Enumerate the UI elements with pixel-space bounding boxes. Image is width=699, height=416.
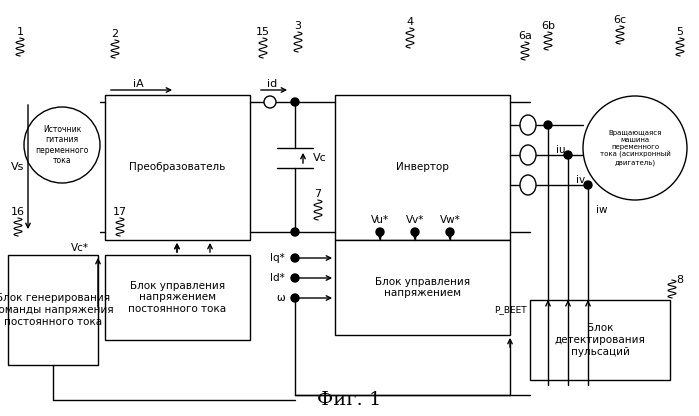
Text: ω: ω bbox=[276, 293, 285, 303]
Circle shape bbox=[446, 228, 454, 236]
Circle shape bbox=[291, 254, 299, 262]
Text: Источник
гитания
переменного
тока: Источник гитания переменного тока bbox=[36, 125, 89, 165]
Text: 4: 4 bbox=[406, 17, 414, 27]
Text: Id*: Id* bbox=[271, 273, 285, 283]
Text: 2: 2 bbox=[111, 29, 119, 39]
Circle shape bbox=[564, 151, 572, 159]
Circle shape bbox=[291, 228, 299, 236]
Bar bbox=[105, 255, 250, 340]
Ellipse shape bbox=[520, 115, 536, 135]
Circle shape bbox=[291, 98, 299, 106]
Bar bbox=[335, 95, 510, 240]
Circle shape bbox=[291, 274, 299, 282]
Text: 1: 1 bbox=[17, 27, 24, 37]
Text: 6b: 6b bbox=[541, 21, 555, 31]
Text: Фиг. 1: Фиг. 1 bbox=[317, 391, 382, 409]
Bar bbox=[530, 300, 670, 380]
Circle shape bbox=[583, 96, 687, 200]
Text: Vu*: Vu* bbox=[371, 215, 389, 225]
Text: Блок управления
напряжением: Блок управления напряжением bbox=[375, 277, 470, 298]
Text: P_BEET: P_BEET bbox=[493, 305, 526, 314]
Text: Vv*: Vv* bbox=[406, 215, 424, 225]
Text: 3: 3 bbox=[294, 21, 301, 31]
Circle shape bbox=[544, 121, 552, 129]
Text: Iq*: Iq* bbox=[271, 253, 285, 263]
Text: iw: iw bbox=[596, 205, 607, 215]
Text: Преобразователь: Преобразователь bbox=[129, 163, 226, 173]
Bar bbox=[105, 95, 250, 240]
Text: 6c: 6c bbox=[614, 15, 626, 25]
Bar bbox=[8, 255, 98, 365]
Text: Vc: Vc bbox=[313, 153, 326, 163]
Circle shape bbox=[264, 96, 276, 108]
Text: Блок
детектирования
пульсаций: Блок детектирования пульсаций bbox=[554, 323, 645, 357]
Text: iu: iu bbox=[556, 145, 565, 155]
Circle shape bbox=[584, 181, 592, 189]
Text: 5: 5 bbox=[677, 27, 684, 37]
Text: Vs: Vs bbox=[11, 162, 24, 172]
Text: Vw*: Vw* bbox=[440, 215, 461, 225]
Text: 16: 16 bbox=[11, 207, 25, 217]
Circle shape bbox=[291, 294, 299, 302]
Ellipse shape bbox=[520, 145, 536, 165]
Text: 15: 15 bbox=[256, 27, 270, 37]
Bar bbox=[335, 240, 510, 335]
Text: iv: iv bbox=[576, 175, 585, 185]
Text: Инвертор: Инвертор bbox=[396, 163, 449, 173]
Text: Блок управления
напряжением
постоянного тока: Блок управления напряжением постоянного … bbox=[129, 281, 226, 314]
Circle shape bbox=[24, 107, 100, 183]
Circle shape bbox=[411, 228, 419, 236]
Text: 6a: 6a bbox=[518, 31, 532, 41]
Text: Блок генерирования
команды напряжения
постоянного тока: Блок генерирования команды напряжения по… bbox=[0, 293, 114, 327]
Text: id: id bbox=[267, 79, 277, 89]
Circle shape bbox=[376, 228, 384, 236]
Text: 17: 17 bbox=[113, 207, 127, 217]
Text: 7: 7 bbox=[315, 189, 322, 199]
Text: Vc*: Vc* bbox=[71, 243, 89, 253]
Text: 8: 8 bbox=[677, 275, 684, 285]
Text: iA: iA bbox=[133, 79, 143, 89]
Ellipse shape bbox=[520, 175, 536, 195]
Text: Вращающаяся
машина
переменного
тока (асинхронный
двигатель): Вращающаяся машина переменного тока (аси… bbox=[600, 130, 670, 166]
